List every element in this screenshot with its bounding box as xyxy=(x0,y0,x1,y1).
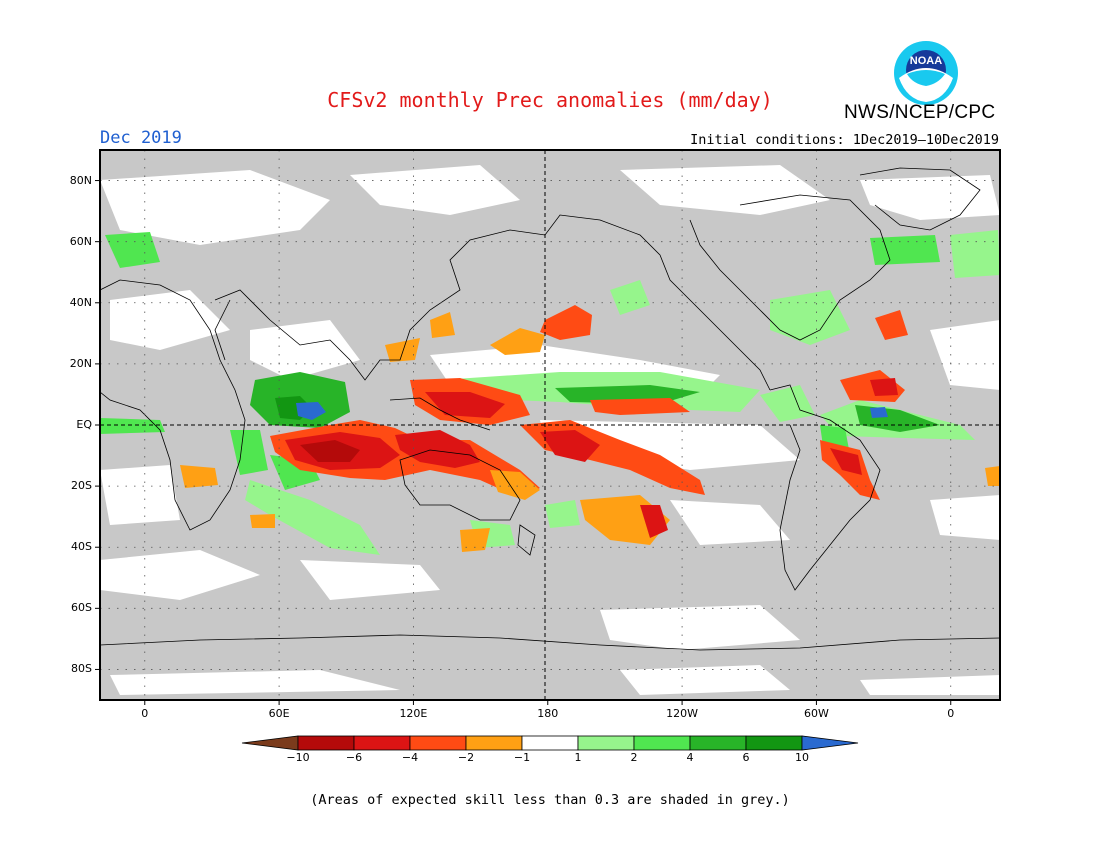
colorbar-tick-label: 2 xyxy=(630,751,638,764)
coastlines xyxy=(100,167,1000,651)
lon-tick-label: 60W xyxy=(803,707,829,720)
noaa-logo-text: NOAA xyxy=(910,55,942,67)
colorbar-arrow-right xyxy=(801,735,859,751)
forecast-month: Dec 2019 xyxy=(100,128,182,148)
lon-tick-label: 0 xyxy=(141,707,149,720)
colorbar-cell xyxy=(353,735,411,751)
lat-tick-label: 60S xyxy=(71,601,92,615)
colorbar-cell xyxy=(633,735,691,751)
lat-tick-label: 20S xyxy=(71,479,92,493)
lon-tick-label: 0 xyxy=(947,707,955,720)
noaa-logo: NOAA xyxy=(894,41,958,105)
skill-note: (Areas of expected skill less than 0.3 a… xyxy=(310,792,790,808)
lat-tick-label: 40N xyxy=(69,295,92,309)
dry-anomalies xyxy=(180,305,1000,552)
lon-tick-label: 120E xyxy=(399,707,428,720)
lon-tick-label: 120W xyxy=(666,707,699,720)
colorbar-cell xyxy=(409,735,467,751)
colorbar-tick-label: 1 xyxy=(574,751,582,764)
lon-tick-label: 60E xyxy=(268,707,290,720)
colorbar-cell xyxy=(745,735,803,751)
colorbar-cell xyxy=(297,735,355,751)
lat-tick-label: 40S xyxy=(71,540,92,554)
colorbar-tick-label: −10 xyxy=(286,751,310,764)
lon-tick-label: 180 xyxy=(537,707,559,720)
colorbar-tick-label: 6 xyxy=(742,751,750,764)
colorbar-cell xyxy=(689,735,747,751)
lat-tick-label: 60N xyxy=(69,234,92,248)
map-title: CFSv2 monthly Prec anomalies (mm/day) xyxy=(327,88,773,112)
colorbar-cell xyxy=(521,735,579,751)
lat-tick-label: EQ xyxy=(76,418,92,431)
lat-tick-label: 20N xyxy=(69,356,92,370)
colorbar-cell xyxy=(465,735,523,751)
colorbar-tick-label: −6 xyxy=(345,751,363,764)
colorbar-cell xyxy=(577,735,635,751)
lat-tick-label: 80N xyxy=(69,173,92,187)
colorbar-tick-label: −2 xyxy=(457,751,475,764)
agency-label: NWS/NCEP/CPC xyxy=(844,102,996,123)
colorbar-tick-label: −1 xyxy=(513,751,531,764)
colorbar-arrow-left xyxy=(241,735,299,751)
colorbar-tick-label: 10 xyxy=(795,751,809,764)
colorbar-tick-label: 4 xyxy=(686,751,694,764)
initial-conditions: Initial conditions: 1Dec2019—10Dec2019 xyxy=(690,132,999,148)
colorbar-tick-label: −4 xyxy=(401,751,419,764)
lat-tick-label: 80S xyxy=(71,662,92,676)
